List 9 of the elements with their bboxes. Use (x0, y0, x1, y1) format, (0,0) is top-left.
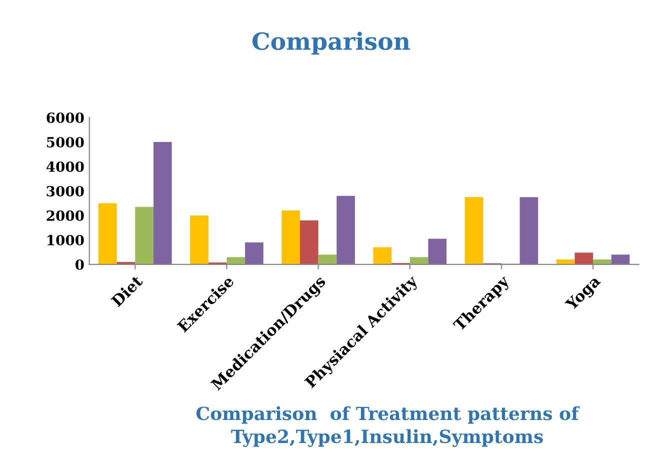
y-tick-label: 0 (75, 259, 84, 270)
y-tick-label: 4000 (46, 161, 84, 172)
y-tick-label: 1000 (48, 234, 84, 246)
x-axis-title: Comparison of Treatment patterns of Type2,Type1,Insulin,Symptoms (196, 406, 580, 447)
y-tick-label: 6000 (46, 112, 84, 123)
chart-title: Comparison (252, 32, 410, 55)
y-tick-label: 3000 (46, 186, 84, 196)
y-tick-label: 2000 (46, 210, 84, 221)
y-tick-label: 5000 (46, 136, 84, 148)
